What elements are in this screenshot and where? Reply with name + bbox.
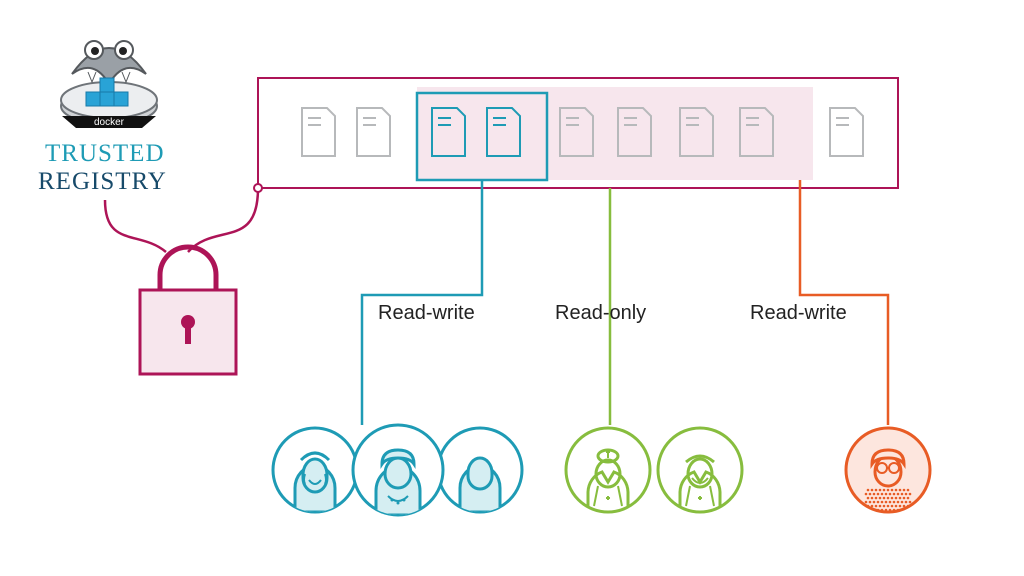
- logo-line1: TRUSTED: [45, 140, 165, 168]
- document-icon: [302, 108, 335, 156]
- label-teal: Read-write: [378, 302, 475, 325]
- label-orange: Read-write: [750, 302, 847, 325]
- avatar-group-orange: [846, 428, 930, 512]
- connector-node-icon: [254, 184, 262, 192]
- avatar-group-green: [566, 428, 742, 512]
- connector-logo-lock: [105, 200, 166, 252]
- lock-icon: [140, 247, 236, 374]
- label-green: Read-only: [555, 302, 646, 325]
- avatar-group-teal: [273, 425, 522, 515]
- diagram-stage: docker: [0, 0, 1024, 576]
- document-icon: [830, 108, 863, 156]
- diagram-svg: docker: [0, 0, 1024, 576]
- document-icon: [357, 108, 390, 156]
- connector-registry-lock: [188, 188, 258, 252]
- logo-line2: REGISTRY: [38, 168, 167, 196]
- logo-ribbon-text: docker: [94, 117, 125, 128]
- pink-highlight: [417, 87, 813, 180]
- docker-mascot-icon: docker: [61, 41, 157, 128]
